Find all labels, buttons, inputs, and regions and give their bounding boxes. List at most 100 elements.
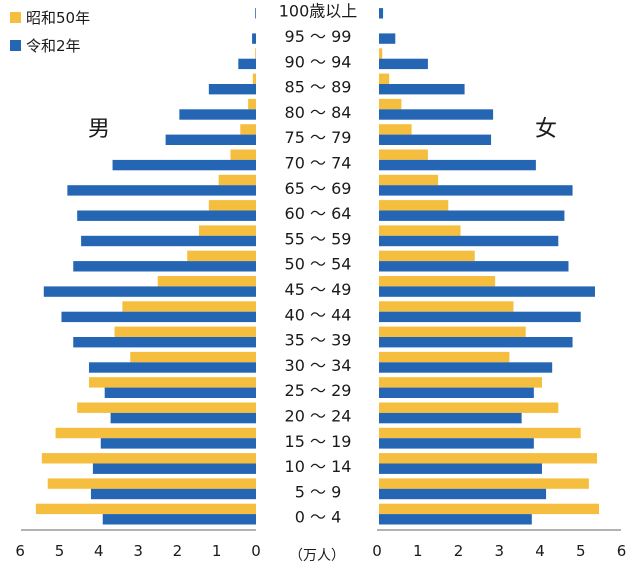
bar-female-reiwa2-1 xyxy=(379,488,547,500)
bar-female-showa50-5 xyxy=(379,377,542,388)
bar-male-showa50-11 xyxy=(199,225,256,236)
bar-male-reiwa2-0 xyxy=(102,514,256,525)
bar-female-showa50-4 xyxy=(379,402,559,413)
age-label-15: 75 ～ 79 xyxy=(285,128,352,147)
bar-female-showa50-0 xyxy=(379,503,600,515)
bar-male-showa50-13 xyxy=(218,174,256,186)
age-label-3: 15 ～ 19 xyxy=(285,432,352,451)
bar-female-showa50-12 xyxy=(379,200,449,211)
bar-male-showa50-6 xyxy=(130,351,256,363)
bar-male-showa50-3 xyxy=(55,427,256,439)
bar-female-showa50-1 xyxy=(379,478,589,489)
bar-male-showa50-4 xyxy=(77,402,256,413)
age-label-0: 0 ～ 4 xyxy=(295,508,342,527)
age-label-19: 95 ～ 99 xyxy=(285,27,352,46)
bar-male-reiwa2-20 xyxy=(255,8,256,19)
age-label-1: 5 ～ 9 xyxy=(295,482,342,501)
bar-male-showa50-17 xyxy=(252,73,256,84)
bar-male-showa50-9 xyxy=(157,276,256,287)
bar-male-showa50-14 xyxy=(230,149,256,160)
bar-female-reiwa2-8 xyxy=(379,311,581,323)
bar-female-reiwa2-19 xyxy=(379,33,396,44)
right-tick-6: 6 xyxy=(617,542,627,560)
bar-female-reiwa2-15 xyxy=(379,134,492,145)
bar-male-reiwa2-14 xyxy=(112,159,257,171)
bar-female-showa50-18 xyxy=(379,48,383,59)
legend-swatch-reiwa2 xyxy=(10,40,21,51)
age-label-17: 85 ～ 89 xyxy=(285,78,352,97)
right-tick-1: 1 xyxy=(413,542,423,560)
right-tick-5: 5 xyxy=(576,542,586,560)
bar-male-reiwa2-15 xyxy=(165,134,256,145)
bar-female-reiwa2-10 xyxy=(379,261,569,272)
bar-female-reiwa2-17 xyxy=(379,84,465,95)
bar-female-reiwa2-4 xyxy=(379,412,522,424)
left-tick-4: 4 xyxy=(94,542,104,560)
age-label-2: 10 ～ 14 xyxy=(285,457,352,476)
bar-female-showa50-9 xyxy=(379,276,496,287)
bar-female-showa50-7 xyxy=(379,326,526,337)
bar-female-showa50-16 xyxy=(379,98,402,110)
legend-label-showa50: 昭和50年 xyxy=(26,9,90,27)
bar-female-showa50-17 xyxy=(379,73,390,84)
bar-male-reiwa2-4 xyxy=(110,412,256,424)
legend-swatch-showa50 xyxy=(10,12,21,23)
bar-female-showa50-15 xyxy=(379,124,412,135)
left-tick-6: 6 xyxy=(15,542,25,560)
bar-male-reiwa2-2 xyxy=(92,463,256,474)
age-label-12: 60 ～ 64 xyxy=(285,204,352,223)
age-label-13: 65 ～ 69 xyxy=(285,179,352,198)
age-label-10: 50 ～ 54 xyxy=(285,255,352,274)
bar-female-reiwa2-18 xyxy=(379,58,428,70)
bar-male-showa50-2 xyxy=(41,453,256,464)
bar-female-reiwa2-7 xyxy=(379,337,573,348)
bar-male-reiwa2-6 xyxy=(88,362,256,373)
right-tick-3: 3 xyxy=(494,542,504,560)
left-tick-0: 0 xyxy=(251,542,261,560)
bar-male-reiwa2-5 xyxy=(104,387,256,398)
bar-male-reiwa2-10 xyxy=(73,261,256,272)
bar-female-showa50-2 xyxy=(379,453,598,464)
bar-female-showa50-13 xyxy=(379,174,439,186)
bar-female-showa50-11 xyxy=(379,225,461,236)
left-tick-2: 2 xyxy=(173,542,183,560)
bar-female-reiwa2-0 xyxy=(379,514,532,525)
bar-male-reiwa2-12 xyxy=(77,210,256,221)
bar-female-reiwa2-3 xyxy=(379,438,534,449)
right-tick-4: 4 xyxy=(535,542,545,560)
bar-male-reiwa2-16 xyxy=(179,109,256,120)
bar-male-reiwa2-18 xyxy=(238,58,256,70)
age-label-20: 100歳以上 xyxy=(279,2,358,21)
age-label-4: 20 ～ 24 xyxy=(285,407,352,426)
bar-male-showa50-12 xyxy=(208,200,256,211)
bar-male-reiwa2-11 xyxy=(81,235,257,247)
bars-layer xyxy=(35,8,600,525)
bar-male-showa50-15 xyxy=(240,124,256,135)
bar-male-showa50-1 xyxy=(47,478,257,489)
bar-female-reiwa2-16 xyxy=(379,109,494,120)
bar-male-showa50-5 xyxy=(88,377,256,388)
bar-male-reiwa2-8 xyxy=(61,311,257,323)
female-label: 女 xyxy=(535,117,557,142)
bar-female-showa50-3 xyxy=(379,427,581,439)
age-label-16: 80 ～ 84 xyxy=(285,103,352,122)
legend-label-reiwa2: 令和2年 xyxy=(26,37,81,55)
bar-female-showa50-10 xyxy=(379,250,475,262)
bar-female-reiwa2-12 xyxy=(379,210,565,221)
bar-male-showa50-7 xyxy=(114,326,257,337)
bar-male-reiwa2-9 xyxy=(43,286,256,297)
age-label-14: 70 ～ 74 xyxy=(285,154,352,173)
bar-male-showa50-8 xyxy=(122,301,256,312)
bar-female-reiwa2-20 xyxy=(379,8,384,19)
bar-female-reiwa2-6 xyxy=(379,362,553,373)
bar-male-reiwa2-3 xyxy=(100,438,256,449)
bar-male-reiwa2-7 xyxy=(73,337,256,348)
bar-male-reiwa2-19 xyxy=(252,33,256,44)
bar-female-showa50-6 xyxy=(379,351,510,363)
bar-male-showa50-0 xyxy=(35,503,256,515)
bar-male-reiwa2-1 xyxy=(90,488,256,500)
right-tick-2: 2 xyxy=(454,542,464,560)
bar-female-showa50-8 xyxy=(379,301,514,312)
